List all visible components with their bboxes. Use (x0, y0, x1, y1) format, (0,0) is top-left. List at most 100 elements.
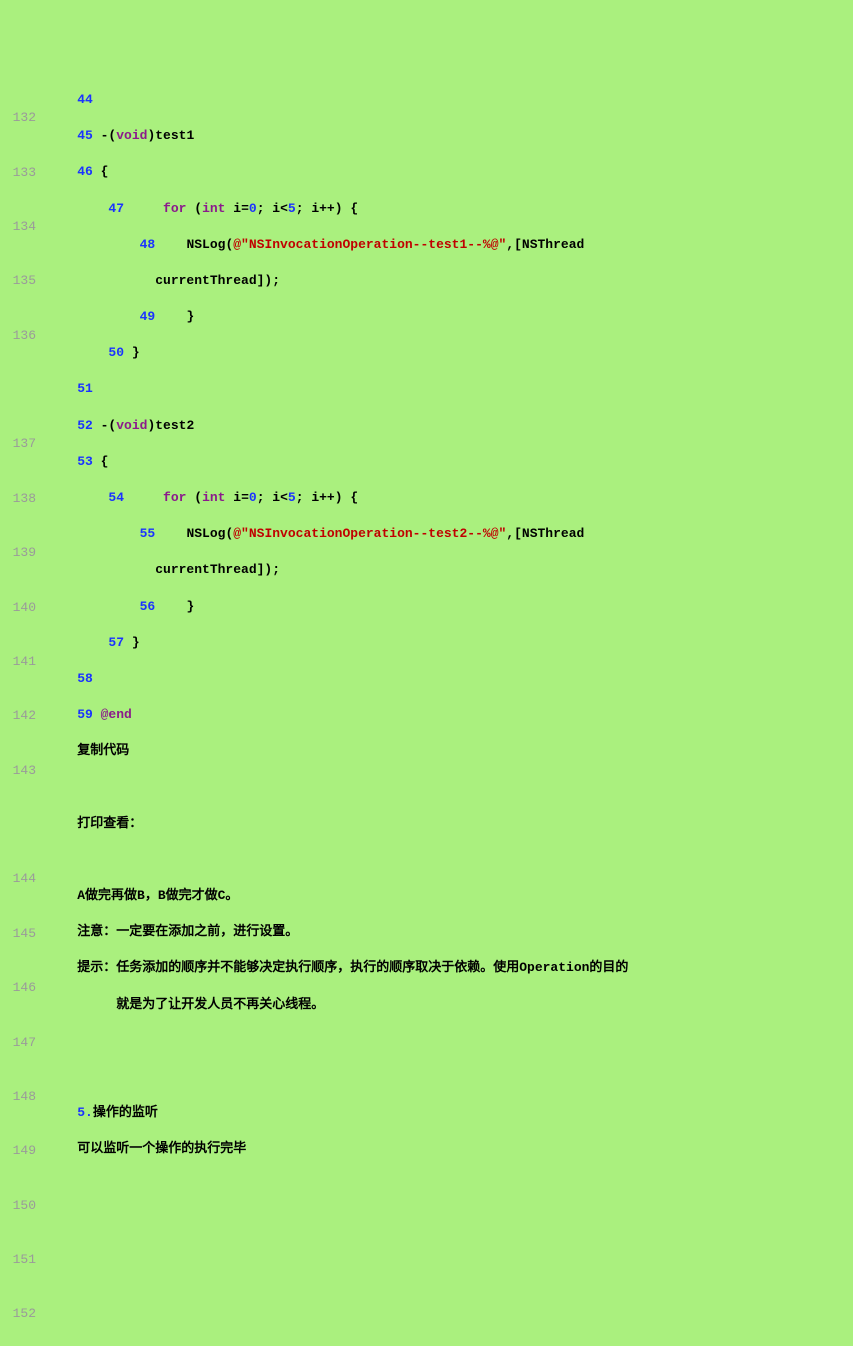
inner-ln: 47 (108, 201, 124, 216)
kw-void: void (116, 128, 147, 143)
gutter-ln: 133 (0, 164, 36, 182)
blank-line (46, 1068, 853, 1086)
string-literal: @"NSInvocationOperation--test2--%@" (233, 526, 506, 541)
literal: 0 (249, 201, 257, 216)
code-line: 49 } (46, 308, 853, 326)
inner-ln: 48 (140, 237, 156, 252)
string-literal: @"NSInvocationOperation--test1--%@" (233, 237, 506, 252)
inner-ln: 49 (140, 309, 156, 324)
code-line: 47 for (int i=0; i<5; i++) { (46, 200, 853, 218)
inner-ln: 44 (77, 92, 93, 107)
literal: 5 (288, 201, 296, 216)
code-text: ; i++) { (296, 201, 358, 216)
gutter-ln: 150 (0, 1197, 36, 1215)
hint2-text: 就是为了让开发人员不再关心线程。 (116, 997, 324, 1012)
code-line: currentThread]); (46, 561, 853, 579)
text-line: 5.操作的监听 (46, 1104, 853, 1122)
blank-line (46, 779, 853, 797)
code-text: -( (93, 418, 116, 433)
code-text: i= (225, 490, 248, 505)
code-text: NSLog( (155, 237, 233, 252)
gutter-ln: 144 (0, 870, 36, 888)
gutter-ln: 152 (0, 1305, 36, 1323)
gutter-ln: 143 (0, 762, 36, 780)
directive-end: @end (93, 707, 132, 722)
blank-line (46, 851, 853, 869)
inner-ln: 46 (77, 164, 93, 179)
code-block: 132 133 134 135 136 137 138 139 140 141 … (0, 73, 853, 1346)
gutter-ln: 142 (0, 707, 36, 725)
text-line: A做完再做B，B做完才做C。 (46, 887, 853, 905)
code-text: )test2 (147, 418, 194, 433)
code-line: currentThread]); (46, 272, 853, 290)
code-line: 59 @end (46, 706, 853, 724)
literal: 0 (249, 490, 257, 505)
gutter-ln: 138 (0, 490, 36, 508)
kw-for: for (163, 201, 186, 216)
code-text: -( (93, 128, 116, 143)
code-text (124, 201, 163, 216)
code-text: )test1 (147, 128, 194, 143)
gutter-ln: 135 (0, 272, 36, 290)
code-text: ,[NSThread (506, 237, 584, 252)
text-line: 可以监听一个操作的执行完毕 (46, 1140, 853, 1158)
hint1-text: 提示：任务添加的顺序并不能够决定执行顺序，执行的顺序取决于依赖。使用Operat… (77, 960, 628, 975)
section5-title: 操作的监听 (93, 1105, 158, 1120)
code-text: ( (186, 490, 202, 505)
code-text: NSLog( (155, 526, 233, 541)
code-line: 46 { (46, 163, 853, 181)
text-line: 复制代码 (46, 742, 853, 760)
inner-ln: 45 (77, 128, 93, 143)
code-line: 55 NSLog(@"NSInvocationOperation--test2-… (46, 525, 853, 543)
code-text: ( (186, 201, 202, 216)
listen-text: 可以监听一个操作的执行完毕 (77, 1141, 246, 1156)
copy-code-text: 复制代码 (77, 743, 129, 758)
inner-ln: 53 (77, 454, 93, 469)
inner-ln: 52 (77, 418, 93, 433)
code-text: ,[NSThread (506, 526, 584, 541)
code-line: 48 NSLog(@"NSInvocationOperation--test1-… (46, 236, 853, 254)
gutter-ln: 151 (0, 1251, 36, 1269)
gutter-ln: 149 (0, 1142, 36, 1160)
kw-int: int (202, 490, 225, 505)
text-line: 注意：一定要在添加之前，进行设置。 (46, 923, 853, 941)
code-line: 51 (46, 380, 853, 398)
text-line: 提示：任务添加的顺序并不能够决定执行顺序，执行的顺序取决于依赖。使用Operat… (46, 959, 853, 977)
code-text (124, 490, 163, 505)
gutter-ln: 132 (0, 109, 36, 127)
gutter-ln (0, 381, 36, 399)
gutter-ln (0, 816, 36, 834)
code-line: 54 for (int i=0; i<5; i++) { (46, 489, 853, 507)
gutter-ln: 137 (0, 435, 36, 453)
inner-ln: 50 (108, 345, 124, 360)
note-text: 注意：一定要在添加之前，进行设置。 (77, 924, 298, 939)
gutter-ln: 134 (0, 218, 36, 236)
literal: 5 (288, 490, 296, 505)
gutter-ln: 140 (0, 599, 36, 617)
code-text: } (124, 345, 140, 360)
text-line: 就是为了让开发人员不再关心线程。 (46, 996, 853, 1014)
code-text: { (93, 164, 109, 179)
inner-ln: 54 (108, 490, 124, 505)
section-num: 5. (77, 1105, 93, 1120)
inner-ln: 56 (140, 599, 156, 614)
print-view: 打印查看： (77, 816, 142, 831)
kw-void: void (116, 418, 147, 433)
kw-int: int (202, 201, 225, 216)
code-line: 53 { (46, 453, 853, 471)
gutter-ln: 139 (0, 544, 36, 562)
code-line: 52 -(void)test2 (46, 417, 853, 435)
gutter-ln: 145 (0, 925, 36, 943)
gutter-ln: 146 (0, 979, 36, 997)
code-line: 50 } (46, 344, 853, 362)
abc-text: A做完再做B，B做完才做C。 (77, 888, 238, 903)
code-line: 45 -(void)test1 (46, 127, 853, 145)
gutter-ln: 141 (0, 653, 36, 671)
inner-ln: 57 (108, 635, 124, 650)
gutter-ln: 147 (0, 1034, 36, 1052)
text-line: 打印查看： (46, 815, 853, 833)
code-text: } (155, 599, 194, 614)
code-text: ; i< (257, 201, 288, 216)
code-text: currentThread]); (155, 273, 280, 288)
gutter-ln: 148 (0, 1088, 36, 1106)
